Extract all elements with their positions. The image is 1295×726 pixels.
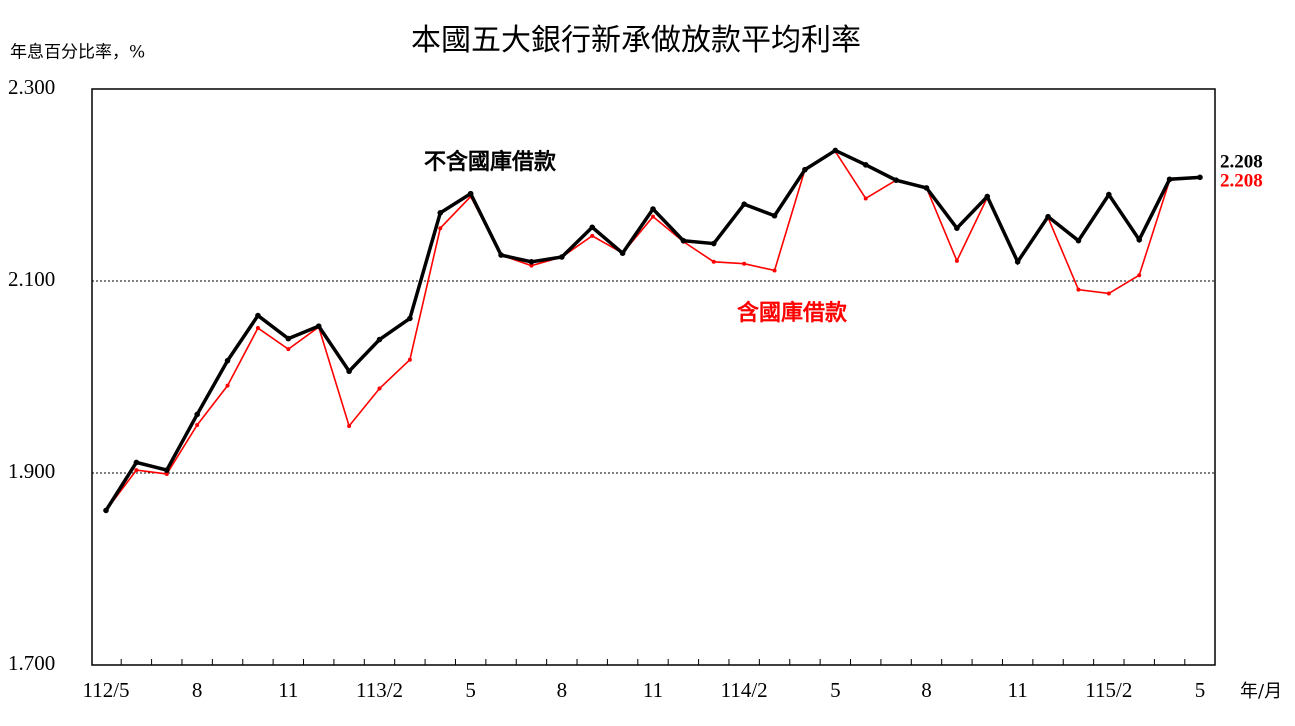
data-point (711, 259, 716, 264)
data-point (772, 268, 777, 273)
data-point (1106, 291, 1111, 296)
data-point (802, 166, 808, 173)
data-point (224, 357, 231, 364)
data-point (954, 225, 960, 231)
data-point (286, 347, 291, 352)
x-tick-label: 5 (830, 678, 841, 702)
data-point (984, 193, 991, 200)
data-point (1075, 237, 1082, 244)
data-point (1014, 259, 1021, 265)
x-tick-label: 8 (921, 678, 932, 702)
plot-frame (91, 88, 1216, 666)
data-point (923, 185, 930, 191)
data-point (1045, 213, 1051, 220)
x-tick-label: 8 (192, 678, 203, 702)
data-point (680, 237, 687, 244)
y-tick-label: 2.100 (8, 267, 55, 291)
end-value-label: 2.208 (1220, 170, 1263, 191)
series-name: 不含國庫借款 (424, 149, 557, 175)
x-axis-label: 年/月 (1240, 681, 1282, 702)
data-point (559, 254, 565, 260)
data-point (619, 250, 626, 256)
data-point (225, 383, 230, 388)
data-point (163, 467, 170, 473)
data-point (651, 214, 655, 219)
x-tick-label: 11 (643, 678, 663, 702)
x-tick-label: 115/2 (1085, 678, 1132, 702)
end-value-label: 2.208 (1220, 151, 1263, 172)
data-point (195, 423, 200, 427)
x-tick-label: 8 (557, 678, 568, 702)
data-point (407, 357, 412, 362)
data-point (771, 212, 778, 219)
data-point (255, 326, 260, 331)
data-point (710, 240, 717, 247)
series-name: 含國庫借款 (737, 300, 848, 326)
data-point (164, 471, 169, 476)
data-point (589, 224, 596, 231)
data-point (832, 147, 839, 154)
data-point (863, 196, 868, 201)
data-point (528, 259, 535, 265)
data-point (1166, 176, 1173, 183)
data-point (467, 190, 474, 197)
data-point (529, 263, 534, 268)
data-point (376, 336, 383, 343)
y-tick-label: 1.700 (8, 651, 55, 675)
data-point (438, 226, 443, 231)
x-tick-label: 113/2 (356, 678, 403, 702)
data-point (1106, 191, 1112, 198)
data-point (893, 177, 899, 183)
x-tick-label: 112/5 (82, 678, 129, 702)
data-point (437, 210, 444, 216)
data-point (1197, 174, 1203, 181)
data-point (741, 201, 747, 207)
data-point (742, 261, 747, 266)
data-point (103, 507, 109, 514)
chart-title: 本國五大銀行新承做放款平均利率 (411, 23, 861, 58)
y-tick-label: 1.900 (8, 459, 55, 483)
data-point (498, 252, 504, 258)
series-line (105, 150, 1201, 511)
data-point (590, 233, 595, 238)
data-point (346, 368, 352, 375)
data-point (650, 206, 656, 212)
data-point (133, 459, 140, 466)
data-point (285, 335, 292, 342)
data-point (347, 423, 352, 428)
data-point (954, 258, 959, 263)
data-point (1137, 273, 1142, 278)
data-point (255, 312, 261, 319)
data-point (862, 162, 869, 168)
data-point (1076, 287, 1081, 292)
data-point (377, 386, 382, 391)
y-tick-label: 2.300 (8, 75, 55, 99)
data-point (134, 468, 139, 473)
x-tick-label: 114/2 (721, 678, 768, 702)
data-point (194, 411, 200, 418)
data-point (1136, 236, 1143, 243)
x-tick-label: 11 (278, 678, 298, 702)
x-tick-label: 5 (465, 678, 476, 702)
series-line (104, 148, 1201, 512)
data-point (407, 315, 413, 322)
data-point (315, 323, 322, 329)
x-tick-label: 5 (1195, 678, 1206, 702)
x-tick-label: 11 (1008, 678, 1028, 702)
y-axis-label: 年息百分比率，% (10, 43, 145, 63)
